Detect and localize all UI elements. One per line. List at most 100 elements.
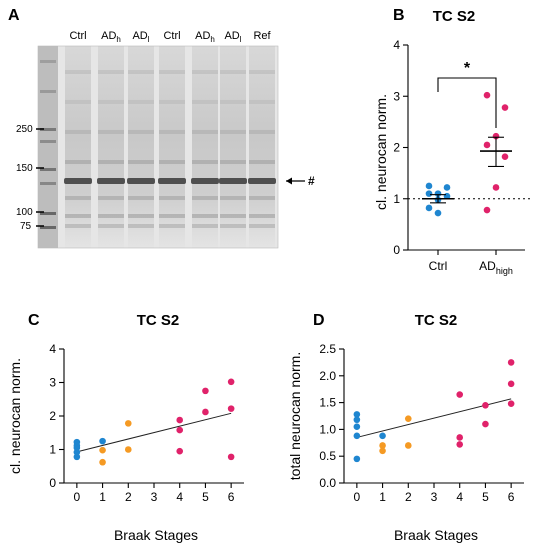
western-blot-panel: Ctrl ADh ADl Ctrl ADh ADl Ref 250 150 10…: [16, 30, 315, 249]
data-point: [379, 447, 386, 455]
blot-lanes: [64, 46, 276, 248]
blot-faint-band: [98, 214, 124, 218]
blot-band: [127, 178, 155, 184]
band-arrow: #: [286, 174, 315, 188]
blot-band: [97, 178, 125, 184]
blot-faint-band: [220, 70, 246, 74]
blot-faint-band: [159, 214, 185, 218]
y-tick-label: 0: [393, 243, 400, 257]
data-marks: [353, 359, 515, 463]
x-tick-label: 5: [202, 490, 209, 504]
y-tick-label: 1.5: [319, 396, 336, 410]
blot-faint-band: [192, 100, 218, 104]
blot-lane: [65, 46, 91, 248]
data-point: [353, 411, 361, 418]
ladder-bands: [40, 60, 56, 229]
x-tick-label: 1: [379, 490, 386, 504]
y-axis-label: cl. neurocan norm.: [373, 94, 389, 210]
y-tick-label: 2: [393, 141, 400, 155]
blot-lane: [98, 46, 124, 248]
data-point: [492, 132, 500, 140]
data-point: [99, 446, 106, 454]
data-point: [501, 104, 509, 111]
trend-line: [76, 412, 232, 453]
blot-faint-band: [159, 224, 185, 228]
x-tick-label: 1: [99, 490, 106, 504]
blot-faint-band: [128, 70, 154, 74]
blot-faint-band: [128, 130, 154, 134]
blot-faint-band: [159, 130, 185, 134]
data-marks: [408, 77, 533, 217]
ladder-band: [40, 90, 56, 93]
data-point: [483, 91, 491, 99]
blot-lane: [220, 46, 246, 248]
blot-band: [191, 178, 219, 184]
blot-faint-band: [65, 100, 91, 104]
blot-faint-band: [159, 196, 185, 200]
y-tick-label: 2.0: [319, 369, 336, 383]
data-point: [456, 434, 464, 441]
blot-faint-band: [192, 70, 218, 74]
y-axis-label: cl. neurocan norm.: [7, 358, 23, 474]
blot-faint-band: [249, 130, 275, 134]
blot-faint-band: [220, 130, 246, 134]
x-tick-label: 4: [176, 490, 183, 504]
blot-faint-band: [220, 224, 246, 228]
blot-faint-band: [65, 196, 91, 200]
blot-faint-band: [249, 100, 275, 104]
panel-b-chart: TC S2 cl. neurocan norm. 0 1 2 3 4 Ctrl ADhi…: [373, 8, 533, 276]
mw-label: 150: [16, 163, 33, 174]
band-marker: #: [308, 174, 315, 188]
data-point: [176, 447, 184, 455]
blot-band: [158, 178, 186, 184]
data-point: [353, 423, 361, 431]
y-tick-label: 0.5: [319, 449, 336, 463]
data-point: [483, 141, 491, 149]
data-point: [501, 153, 509, 161]
significance-bracket: [437, 77, 497, 128]
blot-faint-band: [98, 130, 124, 134]
x-tick-label: 3: [431, 490, 438, 504]
data-point: [73, 453, 81, 461]
y-tick-label: 4: [49, 342, 56, 356]
data-point: [353, 416, 361, 424]
panel-label-a: A: [8, 7, 20, 24]
data-point: [425, 190, 433, 197]
data-point: [404, 415, 412, 422]
data-point: [507, 400, 515, 407]
blot-faint-band: [192, 196, 218, 200]
blot-faint-band: [128, 196, 154, 200]
panel-c-chart: TC S2 cl. neurocan norm. Braak Stages 0 1…: [7, 312, 244, 543]
blot-faint-band: [220, 100, 246, 104]
data-point: [404, 442, 412, 449]
lane-label: Ref: [253, 30, 271, 42]
y-tick-label: 3: [49, 376, 56, 390]
blot-faint-band: [65, 214, 91, 218]
mw-label: 250: [16, 124, 33, 135]
data-point: [425, 182, 433, 190]
data-point: [492, 184, 500, 191]
blot-faint-band: [98, 160, 124, 164]
ladder-band: [40, 128, 56, 131]
data-point: [379, 432, 386, 440]
data-point: [507, 359, 515, 366]
data-marks: [73, 378, 235, 466]
blot-faint-band: [249, 214, 275, 218]
ladder-band: [40, 140, 56, 143]
blot-faint-band: [220, 214, 246, 218]
y-tick-label: 3: [393, 89, 400, 103]
y-tick-label: 2: [49, 409, 56, 423]
blot-faint-band: [192, 224, 218, 228]
data-point: [202, 387, 209, 395]
blot-lane: [192, 46, 218, 248]
x-tick-label: 4: [456, 490, 463, 504]
axes: 0 1 2 3 4: [393, 38, 525, 257]
x-tick-label: 3: [151, 490, 158, 504]
data-point: [456, 441, 464, 448]
blot-faint-band: [159, 100, 185, 104]
y-tick-label: 1.0: [319, 422, 336, 436]
blot-faint-band: [220, 196, 246, 200]
blot-band: [248, 178, 276, 184]
blot-faint-band: [249, 160, 275, 164]
